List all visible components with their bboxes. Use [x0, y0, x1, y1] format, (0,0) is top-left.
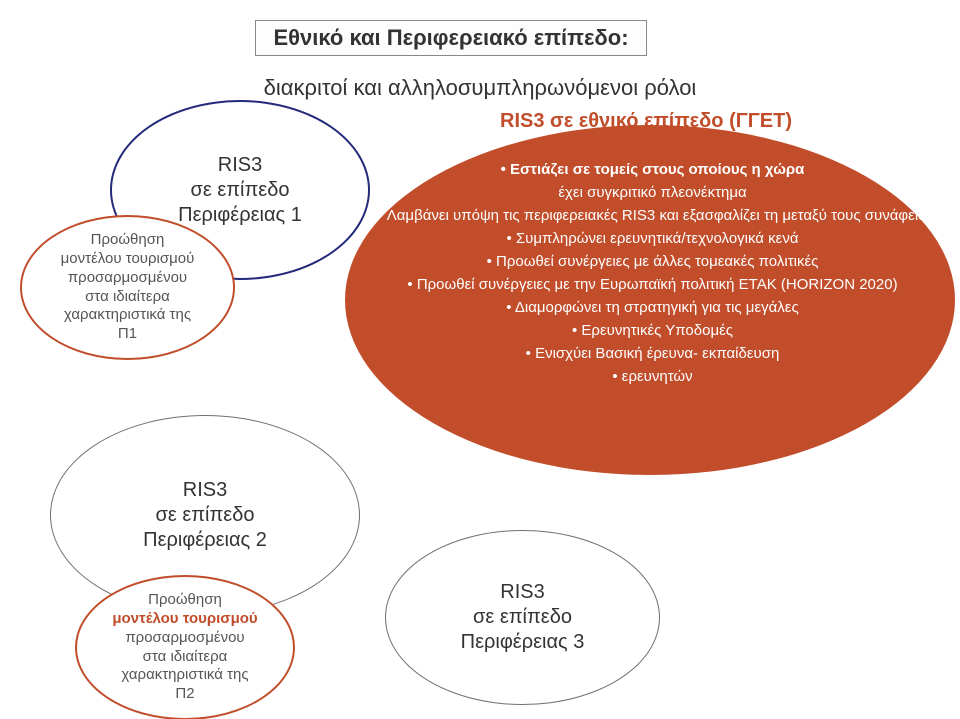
tourism-model-p2-ellipse: Προώθησημοντέλου τουρισμούπροσαρμοσμένου… — [75, 575, 295, 719]
diagram-canvas: Εθνικό και Περιφερειακό επίπεδο: διακριτ… — [0, 0, 960, 719]
tourism-model-p1-ellipse: Προώθησημοντέλου τουρισμούπροσαρμοσμένου… — [20, 215, 235, 360]
title-line-2: διακριτοί και αλληλοσυμπληρωνόμενοι ρόλο… — [230, 75, 730, 105]
ris3-region-3-ellipse: RIS3σε επίπεδοΠεριφέρειας 3 — [385, 530, 660, 705]
national-ris3-bullets: Εστιάζει σε τομείς στους οποίους η χώραέ… — [375, 155, 930, 391]
title-line-1: Εθνικό και Περιφερειακό επίπεδο: — [255, 20, 647, 56]
